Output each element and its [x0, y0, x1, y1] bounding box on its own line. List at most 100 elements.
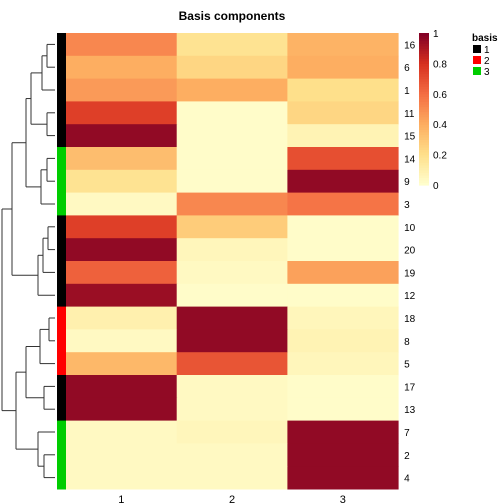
color-scale-segment: [419, 172, 429, 176]
color-scale-segment: [419, 157, 429, 161]
heatmap-cell: [66, 101, 178, 125]
color-scale-segment: [419, 35, 429, 39]
row-label: 18: [404, 314, 416, 325]
color-scale-segment: [419, 106, 429, 110]
basis-annotation-cell: [57, 443, 66, 467]
heatmap-cell: [176, 33, 288, 57]
heatmap-cell: [66, 329, 178, 353]
color-scale-segment: [419, 139, 429, 143]
color-scale-segment: [419, 38, 429, 42]
heatmap-cell: [66, 238, 178, 262]
heatmap-cell: [287, 420, 399, 444]
color-scale-segment: [419, 154, 429, 158]
basis-annotation-cell: [57, 124, 66, 148]
row-label: 12: [404, 291, 416, 302]
heatmap-cell: [66, 147, 178, 171]
color-scale-segment: [419, 93, 429, 97]
heatmap-cell: [66, 443, 178, 467]
color-scale-segment: [419, 73, 429, 77]
color-scale-segment: [419, 78, 429, 82]
heatmap-cell: [176, 101, 288, 125]
basis-annotation-column: [57, 33, 66, 490]
heatmap-cell: [66, 397, 178, 422]
heatmap-cell: [287, 55, 399, 80]
color-scale-segment: [419, 134, 429, 138]
color-scale-segment: [419, 91, 429, 95]
heatmap-cell: [66, 420, 178, 444]
color-scale-segment: [419, 136, 429, 140]
heatmap-cell: [176, 283, 288, 308]
row-label: 7: [404, 428, 410, 439]
row-dendrogram: [1, 43, 55, 479]
column-label: 3: [340, 494, 346, 504]
basis-annotation-cell: [57, 397, 66, 422]
basis-annotation-cell: [57, 420, 66, 444]
basis-annotation-cell: [57, 192, 66, 216]
color-scale-tick-label: 0.8: [433, 59, 447, 70]
color-scale-segment: [419, 53, 429, 57]
color-scale-segment: [419, 149, 429, 153]
basis-legend: basis 123: [472, 33, 498, 78]
heatmap-cell: [287, 329, 399, 353]
column-label: 1: [118, 494, 124, 504]
heatmap-cell: [176, 306, 288, 330]
color-scale-segment: [419, 144, 429, 148]
row-label: 11: [404, 109, 415, 120]
color-scale-segment: [419, 109, 429, 113]
color-scale-segment: [419, 58, 429, 62]
color-scale-segment: [419, 147, 429, 151]
heatmap-cell: [287, 352, 399, 376]
column-labels: 1 2 3: [118, 494, 346, 504]
color-scale-segment: [419, 141, 429, 146]
color-scale-segment: [419, 60, 429, 64]
basis-annotation-cell: [57, 55, 66, 80]
heatmap-cell: [176, 55, 288, 80]
color-scale-segment: [419, 152, 429, 156]
heatmap-cell: [287, 238, 399, 262]
heatmap-cell: [287, 466, 399, 490]
legend-label: 1: [484, 45, 490, 56]
basis-annotation-cell: [57, 78, 66, 102]
heatmap-cell: [287, 397, 399, 422]
color-scale-segment: [419, 55, 429, 59]
heatmap-cell: [287, 169, 399, 194]
row-label: 15: [404, 132, 416, 143]
color-scale-segment: [419, 114, 429, 118]
legend-swatch: [473, 67, 481, 75]
color-scale-tick-label: 0: [433, 181, 439, 192]
heatmap-cell: [287, 33, 399, 57]
heatmap-cell: [176, 238, 288, 262]
basis-annotation-cell: [57, 215, 66, 239]
color-scale-segment: [419, 48, 429, 52]
heatmap-cell: [66, 261, 178, 285]
color-scale-segment: [419, 43, 429, 47]
heatmap-cell: [287, 101, 399, 125]
heatmap-cell: [66, 124, 178, 148]
color-scale-tick-label: 1: [433, 29, 439, 40]
heatmap-cell: [176, 466, 288, 490]
heatmap-cell: [66, 169, 178, 194]
color-scale-segment: [419, 96, 429, 100]
color-scale-segment: [419, 111, 429, 115]
color-scale-bar: 0 0.2 0.4 0.6 0.8 1: [419, 29, 447, 192]
color-scale-segment: [419, 76, 429, 80]
color-scale-segment: [419, 45, 429, 49]
heatmap-cell: [287, 306, 399, 330]
color-scale-segment: [419, 98, 429, 102]
legend-label: 2: [484, 56, 490, 67]
heatmap-cell: [66, 306, 178, 330]
color-scale-segment: [419, 40, 429, 44]
color-scale-segment: [419, 83, 429, 87]
heatmap-cell: [176, 147, 288, 171]
basis-annotation-cell: [57, 329, 66, 353]
heatmap-cell: [66, 283, 178, 308]
basis-annotation-cell: [57, 169, 66, 194]
heatmap-cell: [66, 466, 178, 490]
heatmap-cell: [287, 192, 399, 216]
color-scale-segment: [419, 33, 429, 37]
color-scale-segment: [419, 177, 429, 181]
row-label: 2: [404, 451, 410, 462]
color-scale-segment: [419, 167, 429, 171]
color-scale-segment: [419, 164, 429, 168]
